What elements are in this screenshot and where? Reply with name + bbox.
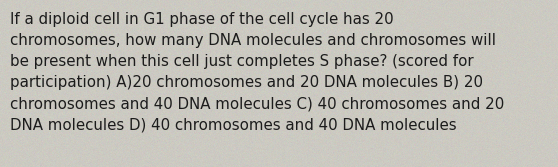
Text: If a diploid cell in G1 phase of the cell cycle has 20
chromosomes, how many DNA: If a diploid cell in G1 phase of the cel… xyxy=(10,12,504,133)
